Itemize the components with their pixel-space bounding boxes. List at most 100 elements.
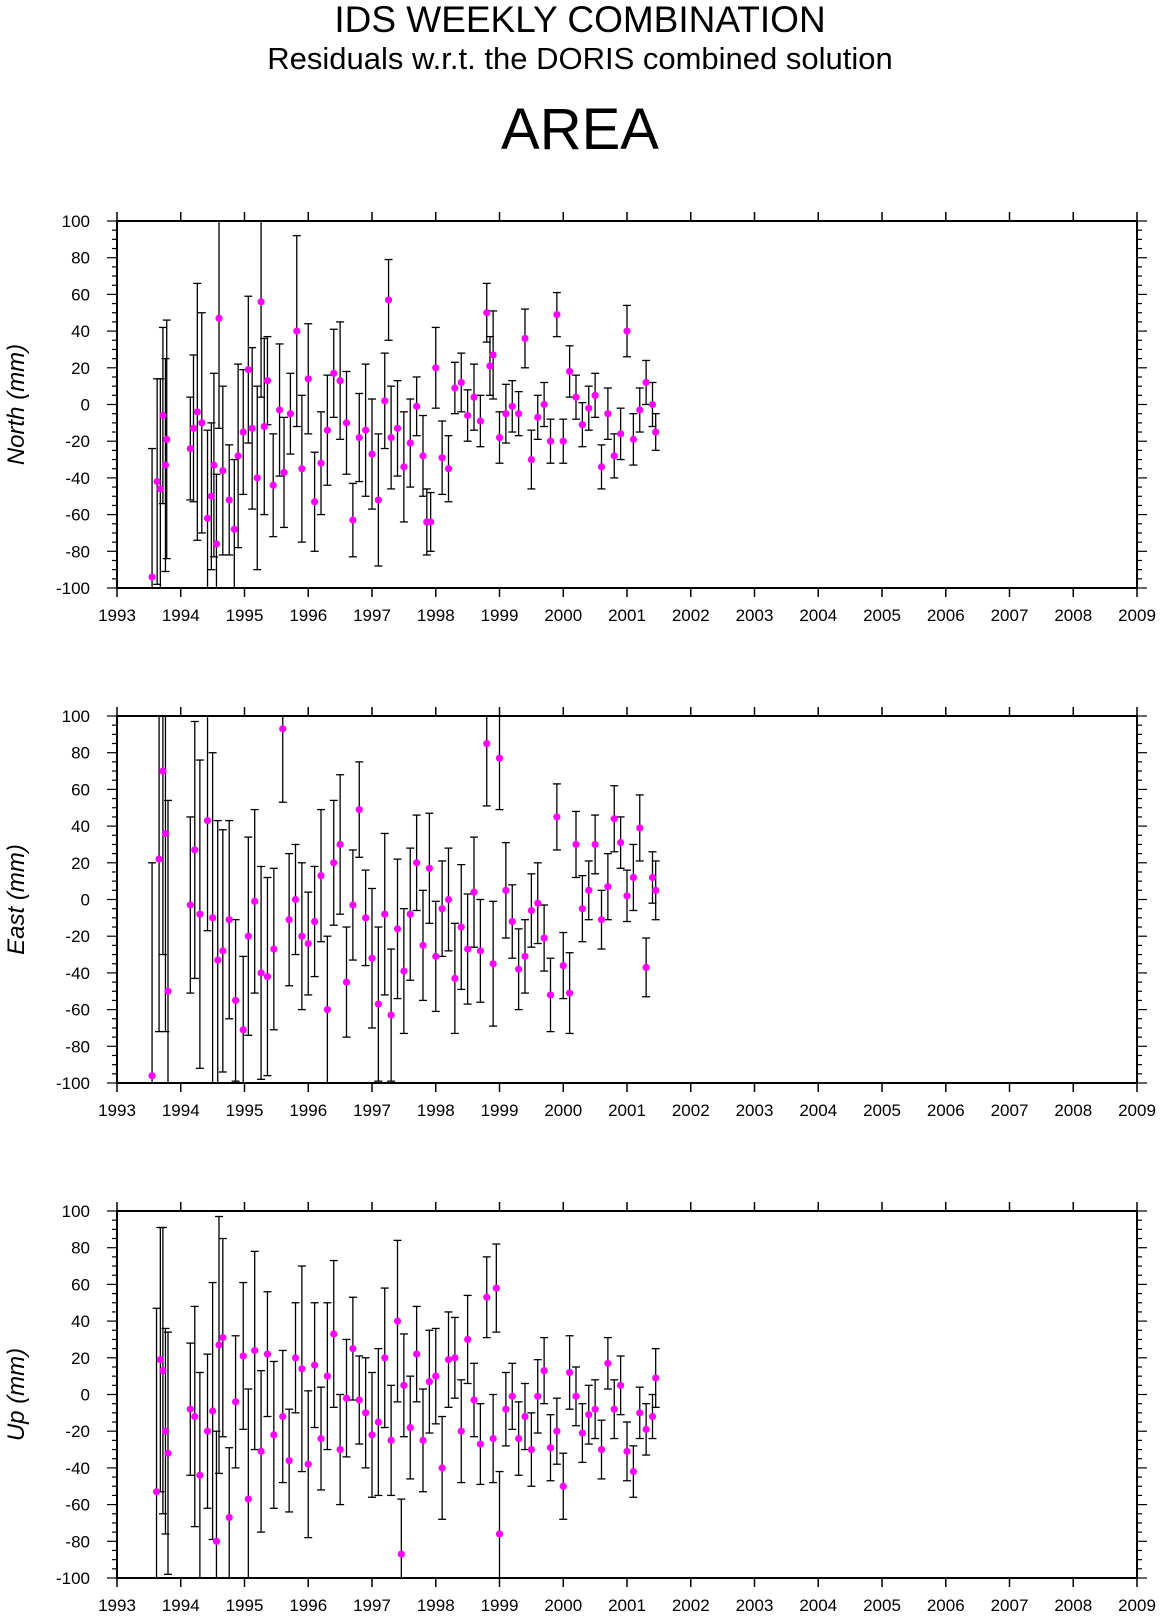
data-point — [186, 901, 194, 909]
y-tick-label: 40 — [71, 322, 90, 341]
data-point — [604, 410, 612, 418]
data-point — [425, 864, 433, 872]
data-point — [275, 406, 284, 414]
data-point — [489, 960, 497, 968]
data-point — [553, 813, 561, 821]
data-point — [349, 901, 357, 909]
data-point — [311, 1361, 319, 1369]
data-point — [508, 917, 516, 926]
data-point — [342, 1394, 351, 1402]
data-point — [159, 411, 167, 420]
data-point — [253, 474, 261, 482]
data-point — [457, 378, 465, 387]
data-point — [527, 455, 535, 464]
y-tick-label: -80 — [65, 1532, 90, 1551]
data-point — [432, 364, 440, 372]
x-tick-label: 2009 — [1118, 1101, 1156, 1120]
data-point — [219, 947, 227, 955]
data-point — [566, 367, 574, 376]
data-point — [215, 1341, 223, 1349]
x-tick-label: 1996 — [289, 606, 327, 625]
data-point — [355, 433, 363, 442]
data-point — [279, 725, 287, 733]
x-tick-label: 1999 — [481, 1596, 519, 1615]
data-point — [502, 410, 510, 418]
data-point — [330, 369, 338, 377]
data-point — [470, 1396, 478, 1404]
data-point — [234, 452, 242, 460]
y-tick-label: 20 — [71, 1349, 90, 1368]
data-point — [432, 952, 440, 960]
data-point — [215, 314, 223, 322]
data-point — [251, 897, 259, 905]
data-point — [534, 413, 542, 421]
data-point — [225, 916, 233, 924]
x-tick-label: 1995 — [226, 1596, 264, 1615]
data-point — [260, 422, 268, 431]
data-point — [387, 1011, 395, 1019]
data-point — [291, 1354, 300, 1362]
data-layer — [148, 716, 660, 1083]
data-point — [604, 883, 612, 891]
y-tick-label: 60 — [71, 1275, 90, 1294]
data-point — [585, 404, 593, 412]
data-point — [476, 947, 484, 955]
y-tick-label: -40 — [65, 1459, 90, 1478]
data-point — [534, 899, 542, 907]
data-point — [508, 402, 516, 410]
x-tick-label: 1997 — [353, 606, 391, 625]
x-tick-label: 2002 — [672, 1596, 710, 1615]
data-point — [636, 406, 644, 414]
data-point — [298, 465, 306, 473]
data-point — [427, 518, 435, 526]
x-tick-label: 2001 — [608, 1101, 646, 1120]
data-point — [585, 1411, 593, 1419]
data-point — [559, 1482, 567, 1490]
data-point — [355, 805, 363, 814]
data-point — [263, 1350, 272, 1358]
data-point — [591, 1405, 599, 1413]
x-tick-label: 2008 — [1054, 606, 1092, 625]
data-point — [164, 987, 172, 995]
x-tick-label: 2007 — [991, 1596, 1029, 1615]
x-tick-label: 1993 — [98, 1101, 136, 1120]
data-point — [489, 351, 497, 359]
data-point — [251, 1346, 259, 1355]
y-tick-label: -60 — [65, 506, 90, 525]
x-tick-label: 2004 — [799, 1596, 837, 1615]
data-point — [566, 1368, 574, 1377]
data-point — [438, 1464, 446, 1472]
data-point — [553, 310, 561, 319]
data-point — [610, 1405, 618, 1413]
x-tick-label: 2007 — [991, 1101, 1029, 1120]
data-point — [432, 1372, 440, 1380]
data-point — [362, 914, 370, 922]
data-point — [159, 767, 167, 775]
y-tick-label: -80 — [65, 1037, 90, 1056]
data-point — [604, 1359, 612, 1367]
y-tick-label: 100 — [62, 212, 90, 231]
data-point — [286, 410, 294, 418]
data-point — [597, 916, 606, 924]
data-point — [508, 1392, 516, 1400]
data-point — [393, 925, 402, 933]
data-point — [546, 437, 555, 445]
chart-subtitle: Residuals w.r.t. the DORIS combined solu… — [267, 41, 893, 76]
data-point — [191, 846, 199, 854]
data-point — [257, 1447, 265, 1455]
data-point — [464, 1335, 472, 1344]
data-layer — [152, 1215, 660, 1578]
data-point — [464, 945, 472, 953]
data-point — [623, 892, 631, 900]
y-tick-label: 80 — [71, 744, 90, 763]
data-point — [230, 525, 238, 533]
data-point — [438, 905, 446, 913]
data-point — [610, 815, 618, 823]
data-point — [425, 1378, 433, 1386]
data-point — [559, 961, 567, 970]
data-point — [336, 840, 344, 849]
data-point — [152, 1488, 161, 1496]
data-point — [400, 463, 408, 471]
y-tick-label: 40 — [71, 1312, 90, 1331]
y-tick-label: -60 — [65, 1496, 90, 1515]
